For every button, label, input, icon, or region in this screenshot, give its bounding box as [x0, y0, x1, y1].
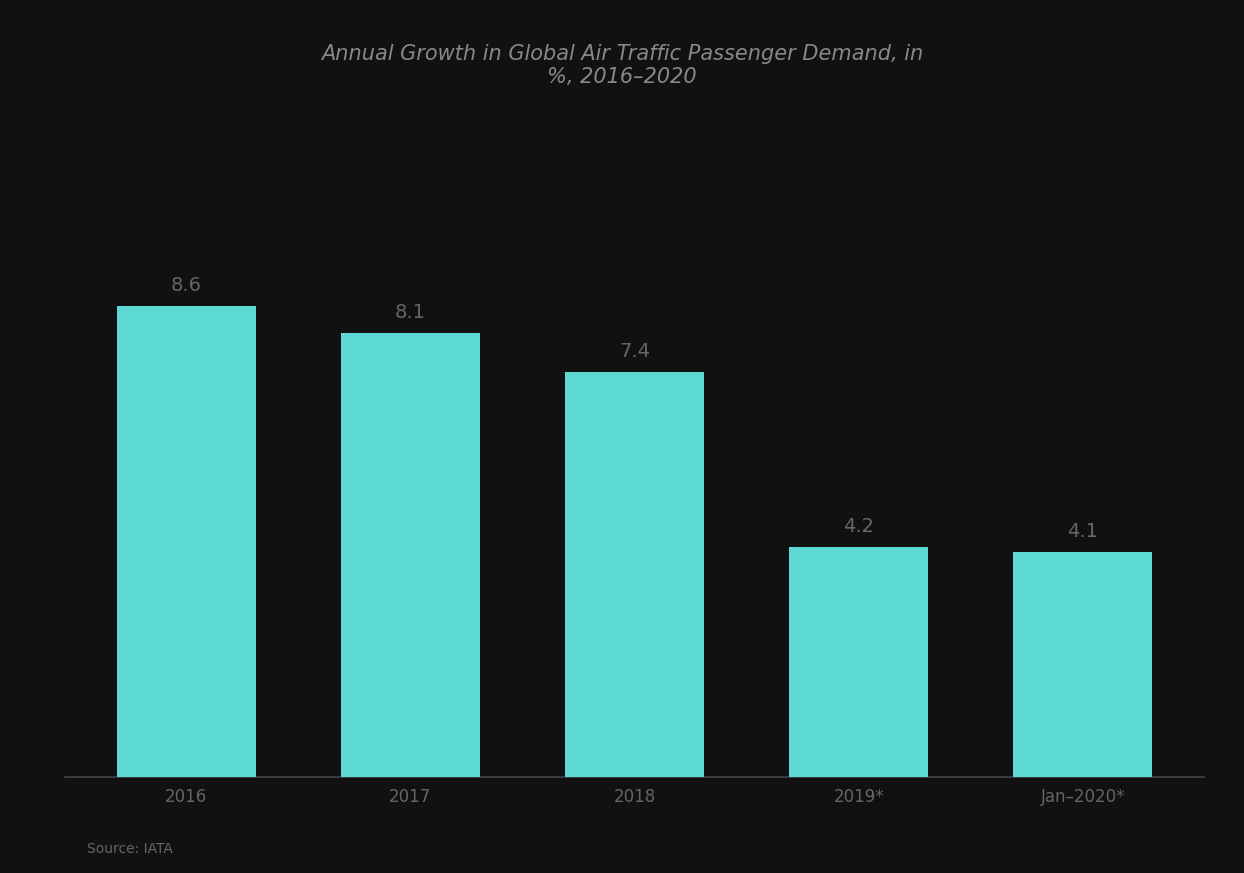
Text: 8.1: 8.1	[394, 303, 425, 322]
Text: 4.2: 4.2	[843, 517, 875, 536]
Text: 7.4: 7.4	[620, 341, 649, 361]
Bar	[565, 372, 704, 776]
Text: Annual Growth in Global Air Traffic Passenger Demand, in
%, 2016–2020: Annual Growth in Global Air Traffic Pass…	[321, 44, 923, 86]
Bar	[789, 546, 928, 776]
Bar	[1014, 552, 1152, 776]
Bar	[341, 333, 480, 776]
Text: 8.6: 8.6	[170, 276, 202, 295]
Bar	[117, 306, 255, 776]
Text: Source: IATA: Source: IATA	[87, 842, 173, 856]
Text: 4.1: 4.1	[1067, 522, 1098, 541]
